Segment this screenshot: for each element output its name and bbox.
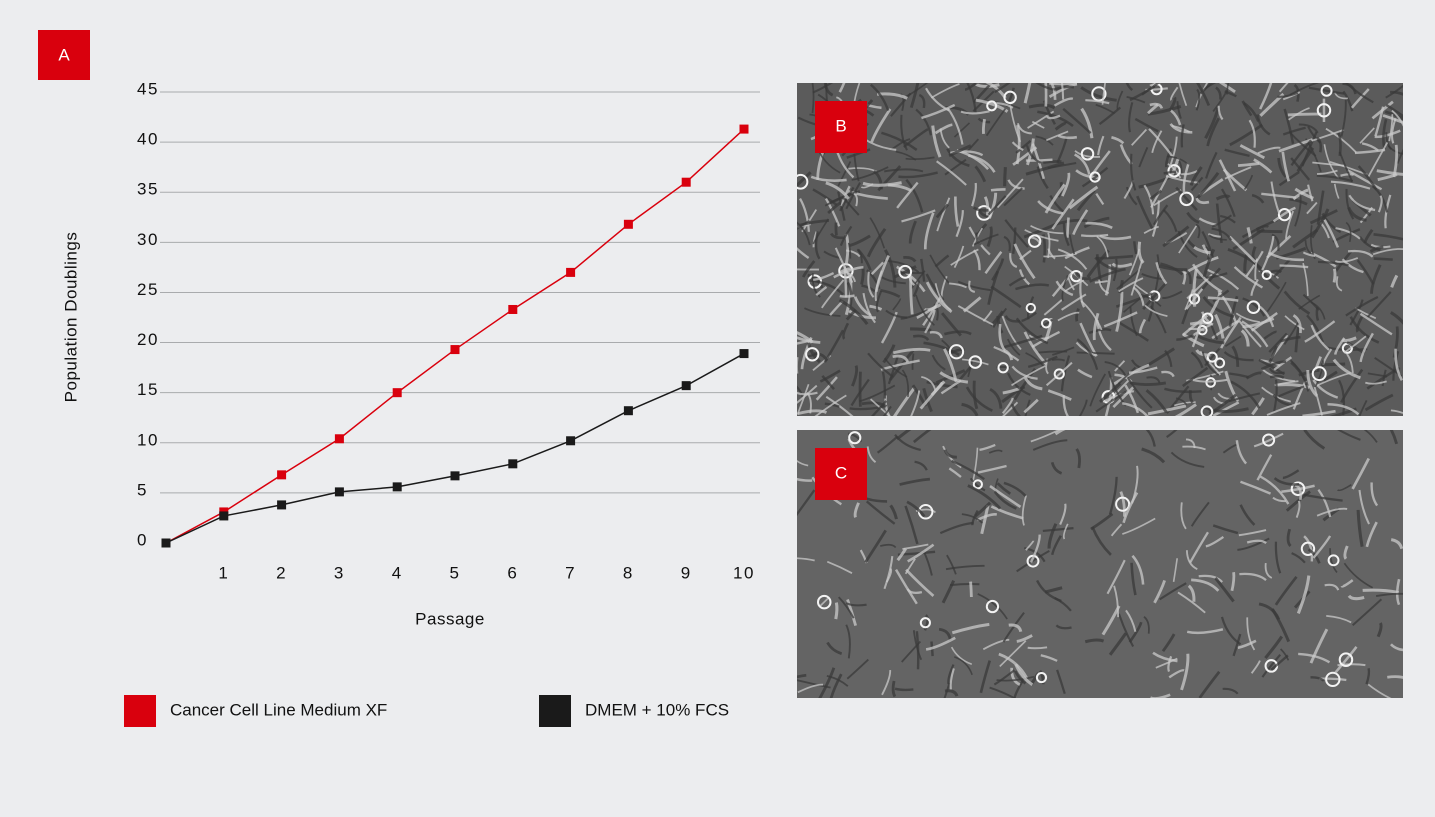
cell: [1043, 235, 1044, 263]
x-tick-label: 7: [565, 563, 576, 582]
cell: [836, 223, 837, 236]
cell: [950, 584, 979, 585]
marker: [451, 471, 460, 480]
cell: [971, 582, 972, 597]
cell: [1081, 235, 1108, 236]
x-tick-label: 1: [218, 563, 229, 582]
x-tick-label: 10: [733, 563, 755, 582]
cell: [845, 266, 846, 297]
marker: [566, 268, 575, 277]
marker: [740, 125, 749, 134]
marker: [451, 345, 460, 354]
y-tick-label: 25: [137, 280, 159, 299]
micrograph: C: [783, 421, 1415, 708]
cell: [895, 689, 913, 690]
marker: [740, 349, 749, 358]
y-tick-label: 20: [137, 330, 159, 349]
marker: [277, 470, 286, 479]
x-tick-label: 4: [392, 563, 403, 582]
marker: [162, 539, 171, 548]
x-tick-label: 8: [623, 563, 634, 582]
cell: [1085, 640, 1103, 642]
cell: [1374, 259, 1393, 260]
y-tick-label: 10: [137, 430, 159, 449]
figure: A Population Doublings Passage B C 0 5 10 1…: [0, 0, 1435, 812]
x-tick-label: 2: [276, 563, 287, 582]
cell: [1028, 647, 1047, 648]
cell: [911, 276, 913, 314]
marker: [393, 482, 402, 491]
image-label: C: [835, 463, 847, 482]
marker: [393, 388, 402, 397]
marker: [566, 436, 575, 445]
y-tick-label: 0: [137, 530, 148, 549]
y-axis-label: Population Doublings: [61, 232, 80, 403]
legend-label: Cancer Cell Line Medium XF: [170, 700, 387, 719]
marker: [335, 487, 344, 496]
y-tick-label: 30: [137, 230, 159, 249]
marker: [624, 406, 633, 415]
cell: [1321, 364, 1345, 365]
micrograph: B: [786, 66, 1413, 430]
legend-label: DMEM + 10% FCS: [585, 700, 729, 719]
marker: [624, 220, 633, 229]
cell: [1334, 269, 1335, 283]
y-tick-label: 35: [137, 180, 159, 199]
cell: [1026, 160, 1053, 161]
y-tick-label: 5: [137, 480, 148, 499]
cell: [862, 267, 864, 285]
image-label: B: [835, 116, 846, 135]
cell: [1005, 167, 1006, 186]
cell: [1043, 161, 1061, 162]
marker: [508, 459, 517, 468]
marker: [277, 500, 286, 509]
y-tick-label: 40: [137, 130, 159, 149]
marker: [682, 381, 691, 390]
cell: [1067, 218, 1068, 238]
x-tick-label: 9: [681, 563, 692, 582]
marker: [219, 511, 228, 520]
cell: [1341, 174, 1354, 175]
cell: [840, 296, 855, 297]
x-tick-label: 3: [334, 563, 345, 582]
cell: [836, 603, 837, 619]
cell: [1257, 231, 1283, 232]
cell: [983, 119, 984, 134]
x-axis-label: Passage: [415, 609, 485, 628]
cell: [1288, 114, 1322, 115]
cell: [991, 189, 1006, 190]
cell: [1077, 353, 1115, 354]
legend-swatch: [539, 695, 571, 727]
y-tick-label: 15: [137, 380, 159, 399]
y-tick-label: 45: [137, 79, 159, 98]
legend-swatch: [124, 695, 156, 727]
marker: [682, 178, 691, 187]
marker: [335, 434, 344, 443]
cell: [917, 631, 918, 669]
x-tick-label: 6: [507, 563, 518, 582]
x-tick-label: 5: [450, 563, 461, 582]
page: A Population Doublings Passage B C 0 5 10 1…: [0, 0, 1435, 812]
panel-label: A: [58, 45, 70, 64]
marker: [508, 305, 517, 314]
